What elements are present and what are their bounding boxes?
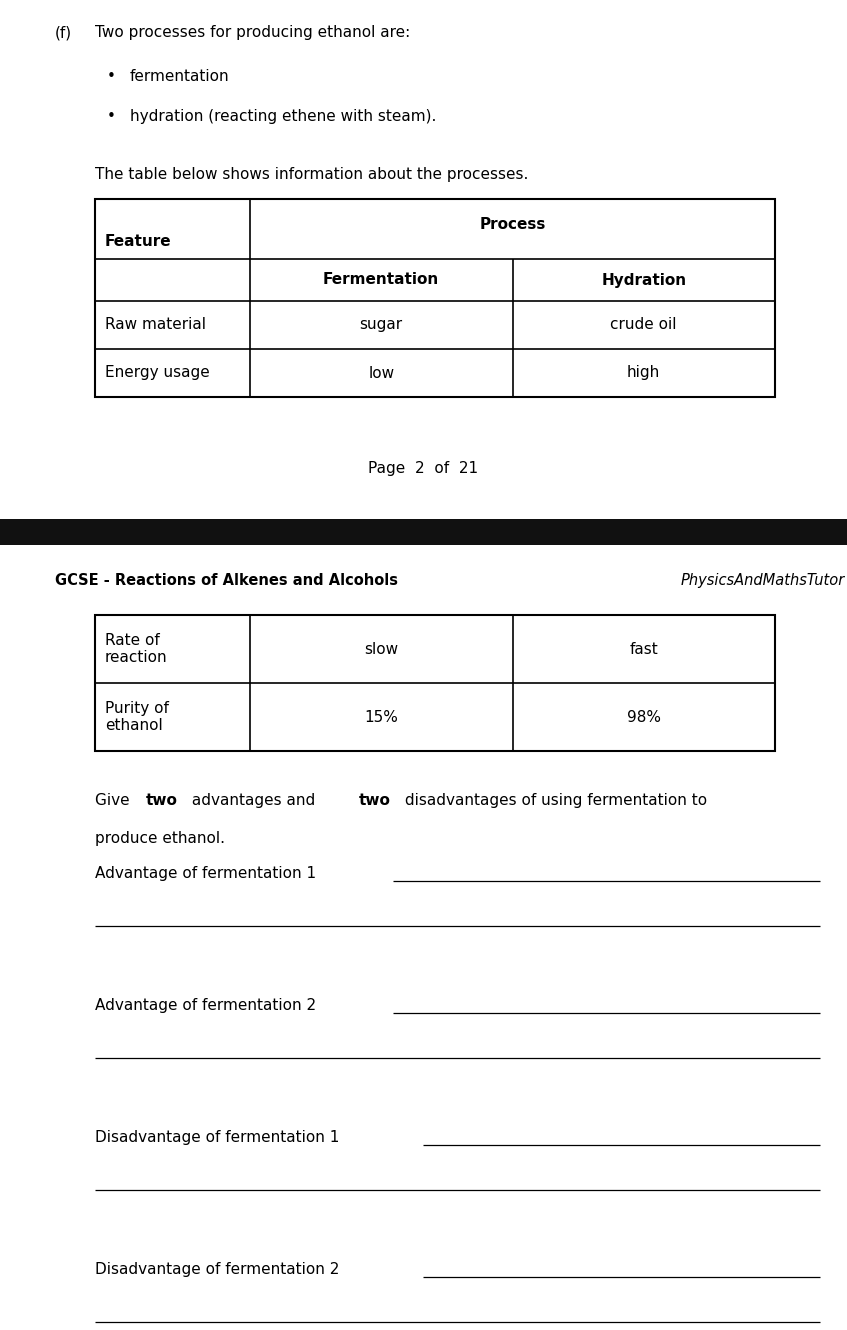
- Text: disadvantages of using fermentation to: disadvantages of using fermentation to: [400, 793, 707, 809]
- Text: produce ethanol.: produce ethanol.: [95, 831, 225, 846]
- Text: Energy usage: Energy usage: [105, 366, 210, 380]
- Text: Disadvantage of fermentation 2: Disadvantage of fermentation 2: [95, 1262, 349, 1277]
- Text: Purity of
ethanol: Purity of ethanol: [105, 701, 169, 733]
- Bar: [95, 200, 775, 396]
- Text: (f): (f): [55, 25, 72, 40]
- Text: GCSE - Reactions of Alkenes and Alcohols: GCSE - Reactions of Alkenes and Alcohols: [55, 573, 398, 588]
- Text: Rate of
reaction: Rate of reaction: [105, 633, 168, 665]
- Text: Page  2  of  21: Page 2 of 21: [368, 462, 479, 476]
- Text: Two processes for producing ethanol are:: Two processes for producing ethanol are:: [95, 25, 410, 40]
- Text: fermentation: fermentation: [130, 69, 230, 84]
- Text: •: •: [107, 109, 116, 124]
- Text: hydration (reacting ethene with steam).: hydration (reacting ethene with steam).: [130, 109, 436, 124]
- Text: two: two: [359, 793, 390, 809]
- Text: high: high: [627, 366, 661, 380]
- Text: two: two: [146, 793, 178, 809]
- Text: Advantage of fermentation 1: Advantage of fermentation 1: [95, 866, 326, 880]
- Text: advantages and: advantages and: [187, 793, 320, 809]
- Text: Disadvantage of fermentation 1: Disadvantage of fermentation 1: [95, 1130, 349, 1145]
- Text: •: •: [107, 69, 116, 84]
- Bar: [95, 614, 775, 751]
- Text: PhysicsAndMathsTutor: PhysicsAndMathsTutor: [681, 573, 845, 588]
- Text: sugar: sugar: [360, 318, 403, 332]
- Text: Advantage of fermentation 2: Advantage of fermentation 2: [95, 998, 326, 1013]
- Text: slow: slow: [364, 641, 398, 657]
- Text: Feature: Feature: [105, 234, 172, 249]
- Text: low: low: [368, 366, 395, 380]
- Text: Hydration: Hydration: [601, 273, 686, 287]
- Text: Give: Give: [95, 793, 135, 809]
- Text: 15%: 15%: [364, 709, 398, 725]
- Bar: [0, 519, 847, 545]
- Text: Raw material: Raw material: [105, 318, 206, 332]
- Text: crude oil: crude oil: [611, 318, 677, 332]
- Text: The table below shows information about the processes.: The table below shows information about …: [95, 168, 529, 182]
- Text: Process: Process: [479, 217, 545, 231]
- Text: 98%: 98%: [627, 709, 661, 725]
- Text: Fermentation: Fermentation: [323, 273, 440, 287]
- Text: fast: fast: [629, 641, 658, 657]
